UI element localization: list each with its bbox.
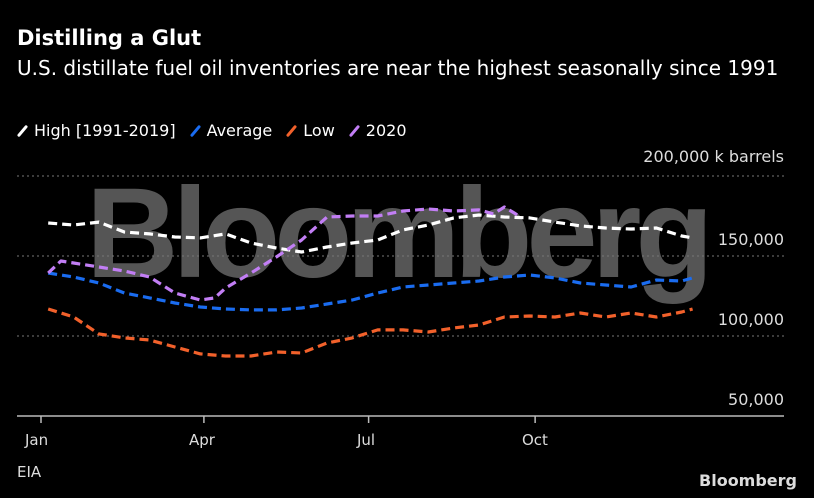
legend-item-low: Low: [286, 121, 335, 140]
bloomberg-logo: Bloomberg: [699, 471, 797, 490]
chart-subtitle: U.S. distillate fuel oil inventories are…: [17, 56, 779, 80]
y-tick-label: 50,000: [728, 390, 784, 409]
x-tick-label: Apr: [189, 431, 215, 449]
x-tick-label: Jul: [357, 431, 376, 449]
legend-item-average: Average: [189, 121, 273, 140]
x-tick-label: Oct: [522, 431, 548, 449]
legend: High [1991-2019] Average Low 2020: [16, 121, 407, 140]
series-line-average: [47, 271, 694, 312]
series-line-2020: [47, 205, 522, 302]
y-unit-label: 200,000 k barrels: [643, 147, 784, 166]
x-tick-label: Jan: [25, 431, 49, 449]
series-line-high-1991-2019: [48, 213, 693, 254]
y-tick-label: 150,000: [717, 230, 784, 249]
bloomberg-watermark: Bloomberg: [86, 162, 714, 305]
legend-label-high: High [1991-2019]: [34, 121, 176, 140]
legend-label-low: Low: [303, 121, 335, 140]
legend-label-2020: 2020: [365, 121, 407, 140]
chart-title: Distilling a Glut: [17, 26, 202, 50]
series-line-low: [47, 307, 694, 358]
source-label: EIA: [17, 463, 42, 481]
y-tick-label: 100,000: [717, 310, 784, 329]
legend-item-2020: 2020: [348, 121, 407, 140]
legend-label-average: Average: [206, 121, 273, 140]
legend-item-high: High [1991-2019]: [16, 121, 176, 140]
